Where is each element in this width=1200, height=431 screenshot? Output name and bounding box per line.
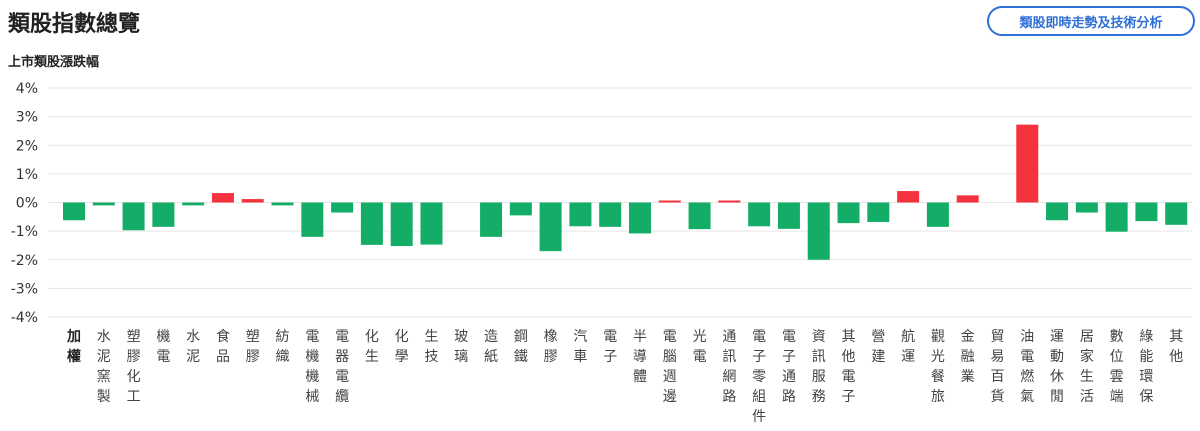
x-tick-label: 金融業 bbox=[961, 329, 975, 385]
y-tick-label: 1% bbox=[16, 167, 38, 183]
bar-居家生活[interactable] bbox=[1075, 202, 1098, 213]
bar-造紙[interactable] bbox=[480, 202, 503, 237]
x-tick-label: 汽車 bbox=[573, 329, 587, 365]
x-tick-label: 水泥 bbox=[186, 329, 200, 365]
y-tick-label: -3% bbox=[11, 281, 38, 297]
x-tick-label: 光電 bbox=[693, 329, 707, 365]
bar-電子零組件[interactable] bbox=[748, 202, 771, 227]
x-tick-label: 化生 bbox=[365, 329, 379, 365]
x-tick-label: 數位雲端 bbox=[1110, 329, 1124, 405]
x-tick-label: 生技 bbox=[424, 329, 438, 365]
bar-營建[interactable] bbox=[867, 202, 890, 222]
y-tick-label: 4% bbox=[16, 81, 38, 97]
bar-運動休閒[interactable] bbox=[1046, 202, 1069, 221]
bar-加權[interactable] bbox=[63, 202, 85, 221]
x-tick-label: 貿易百貨 bbox=[990, 329, 1004, 405]
x-tick-label: 電腦週邊 bbox=[663, 329, 677, 405]
x-tick-label: 電子零組件 bbox=[752, 329, 766, 425]
x-tick-label: 鋼鐵 bbox=[514, 329, 528, 365]
y-tick-label: 2% bbox=[16, 138, 38, 154]
x-tick-label: 橡膠 bbox=[544, 329, 558, 365]
x-tick-label: 電子 bbox=[603, 329, 617, 365]
bar-綠能環保[interactable] bbox=[1135, 202, 1158, 222]
x-tick-label: 玻璃 bbox=[454, 329, 468, 365]
x-tick-label: 綠能環保 bbox=[1139, 329, 1153, 405]
y-tick-label: -2% bbox=[11, 253, 38, 269]
bar-其他[interactable] bbox=[1165, 202, 1188, 225]
x-tick-label: 紡織 bbox=[276, 329, 290, 365]
y-tick-label: -1% bbox=[11, 224, 38, 240]
bar-電機機械[interactable] bbox=[301, 202, 324, 237]
sector-analysis-button[interactable]: 類股即時走勢及技術分析 bbox=[987, 6, 1195, 36]
bar-油電燃氣[interactable] bbox=[1016, 124, 1039, 203]
x-tick-label: 油電燃氣 bbox=[1020, 329, 1034, 405]
bar-半導體[interactable] bbox=[629, 202, 651, 234]
bar-塑膠化工[interactable] bbox=[122, 202, 145, 231]
x-tick-label: 通訊網路 bbox=[722, 329, 736, 405]
x-tick-label: 電機機械 bbox=[305, 329, 319, 405]
bar-數位雲端[interactable] bbox=[1105, 202, 1128, 232]
bar-其他電子[interactable] bbox=[837, 202, 860, 224]
chart-title: 上市類股漲跌幅 bbox=[8, 55, 100, 70]
x-tick-label: 觀光餐旅 bbox=[931, 329, 945, 405]
bar-化學[interactable] bbox=[390, 202, 413, 247]
x-tick-label: 其他 bbox=[1169, 329, 1183, 365]
x-tick-label: 化學 bbox=[395, 329, 409, 365]
x-tick-label: 食品 bbox=[216, 328, 230, 365]
bar-機電[interactable] bbox=[152, 202, 175, 227]
y-tick-label: -4% bbox=[11, 310, 38, 326]
x-tick-label: 居家生活 bbox=[1080, 329, 1094, 405]
bar-觀光餐旅[interactable] bbox=[926, 202, 949, 227]
bar-電子[interactable] bbox=[599, 202, 622, 227]
x-tick-label: 半導體 bbox=[633, 329, 647, 385]
bar-生技[interactable] bbox=[420, 202, 443, 245]
x-tick-label: 航運 bbox=[901, 329, 915, 365]
x-tick-label: 運動休閒 bbox=[1050, 329, 1064, 405]
bar-電子通路[interactable] bbox=[777, 202, 800, 229]
bar-水泥[interactable] bbox=[182, 202, 205, 206]
bar-化生[interactable] bbox=[360, 202, 383, 245]
bar-航運[interactable] bbox=[897, 191, 920, 203]
x-tick-label: 塑膠 bbox=[246, 329, 260, 365]
x-tick-label: 機電 bbox=[156, 329, 170, 365]
bar-汽車[interactable] bbox=[569, 202, 592, 227]
x-tick-label: 造紙 bbox=[484, 329, 498, 365]
bar-紡織[interactable] bbox=[271, 202, 294, 206]
x-tick-label: 資訊服務 bbox=[812, 329, 826, 405]
x-tick-label: 加權 bbox=[66, 329, 81, 365]
bar-通訊網路[interactable] bbox=[718, 200, 741, 203]
x-tick-label: 水泥窯製 bbox=[97, 329, 111, 405]
x-tick-label: 其他電子 bbox=[842, 329, 856, 405]
bar-鋼鐵[interactable] bbox=[509, 202, 532, 216]
bar-金融業[interactable] bbox=[956, 195, 979, 203]
bar-資訊服務[interactable] bbox=[807, 202, 830, 260]
x-tick-label: 營建 bbox=[871, 329, 885, 365]
page-title: 類股指數總覽 bbox=[8, 12, 141, 37]
bar-電腦週邊[interactable] bbox=[658, 200, 681, 203]
bar-水泥窯製[interactable] bbox=[92, 202, 115, 206]
bar-塑膠[interactable] bbox=[241, 199, 264, 203]
bar-橡膠[interactable] bbox=[539, 202, 562, 252]
bar-電器電纜[interactable] bbox=[331, 202, 354, 213]
x-tick-label: 電子通路 bbox=[782, 329, 796, 405]
x-tick-label: 電器電纜 bbox=[335, 329, 349, 405]
x-tick-label: 塑膠化工 bbox=[127, 329, 141, 405]
y-tick-label: 0% bbox=[16, 196, 38, 212]
bar-光電[interactable] bbox=[688, 202, 711, 230]
bar-食品[interactable] bbox=[211, 193, 234, 203]
y-tick-label: 3% bbox=[16, 110, 38, 126]
